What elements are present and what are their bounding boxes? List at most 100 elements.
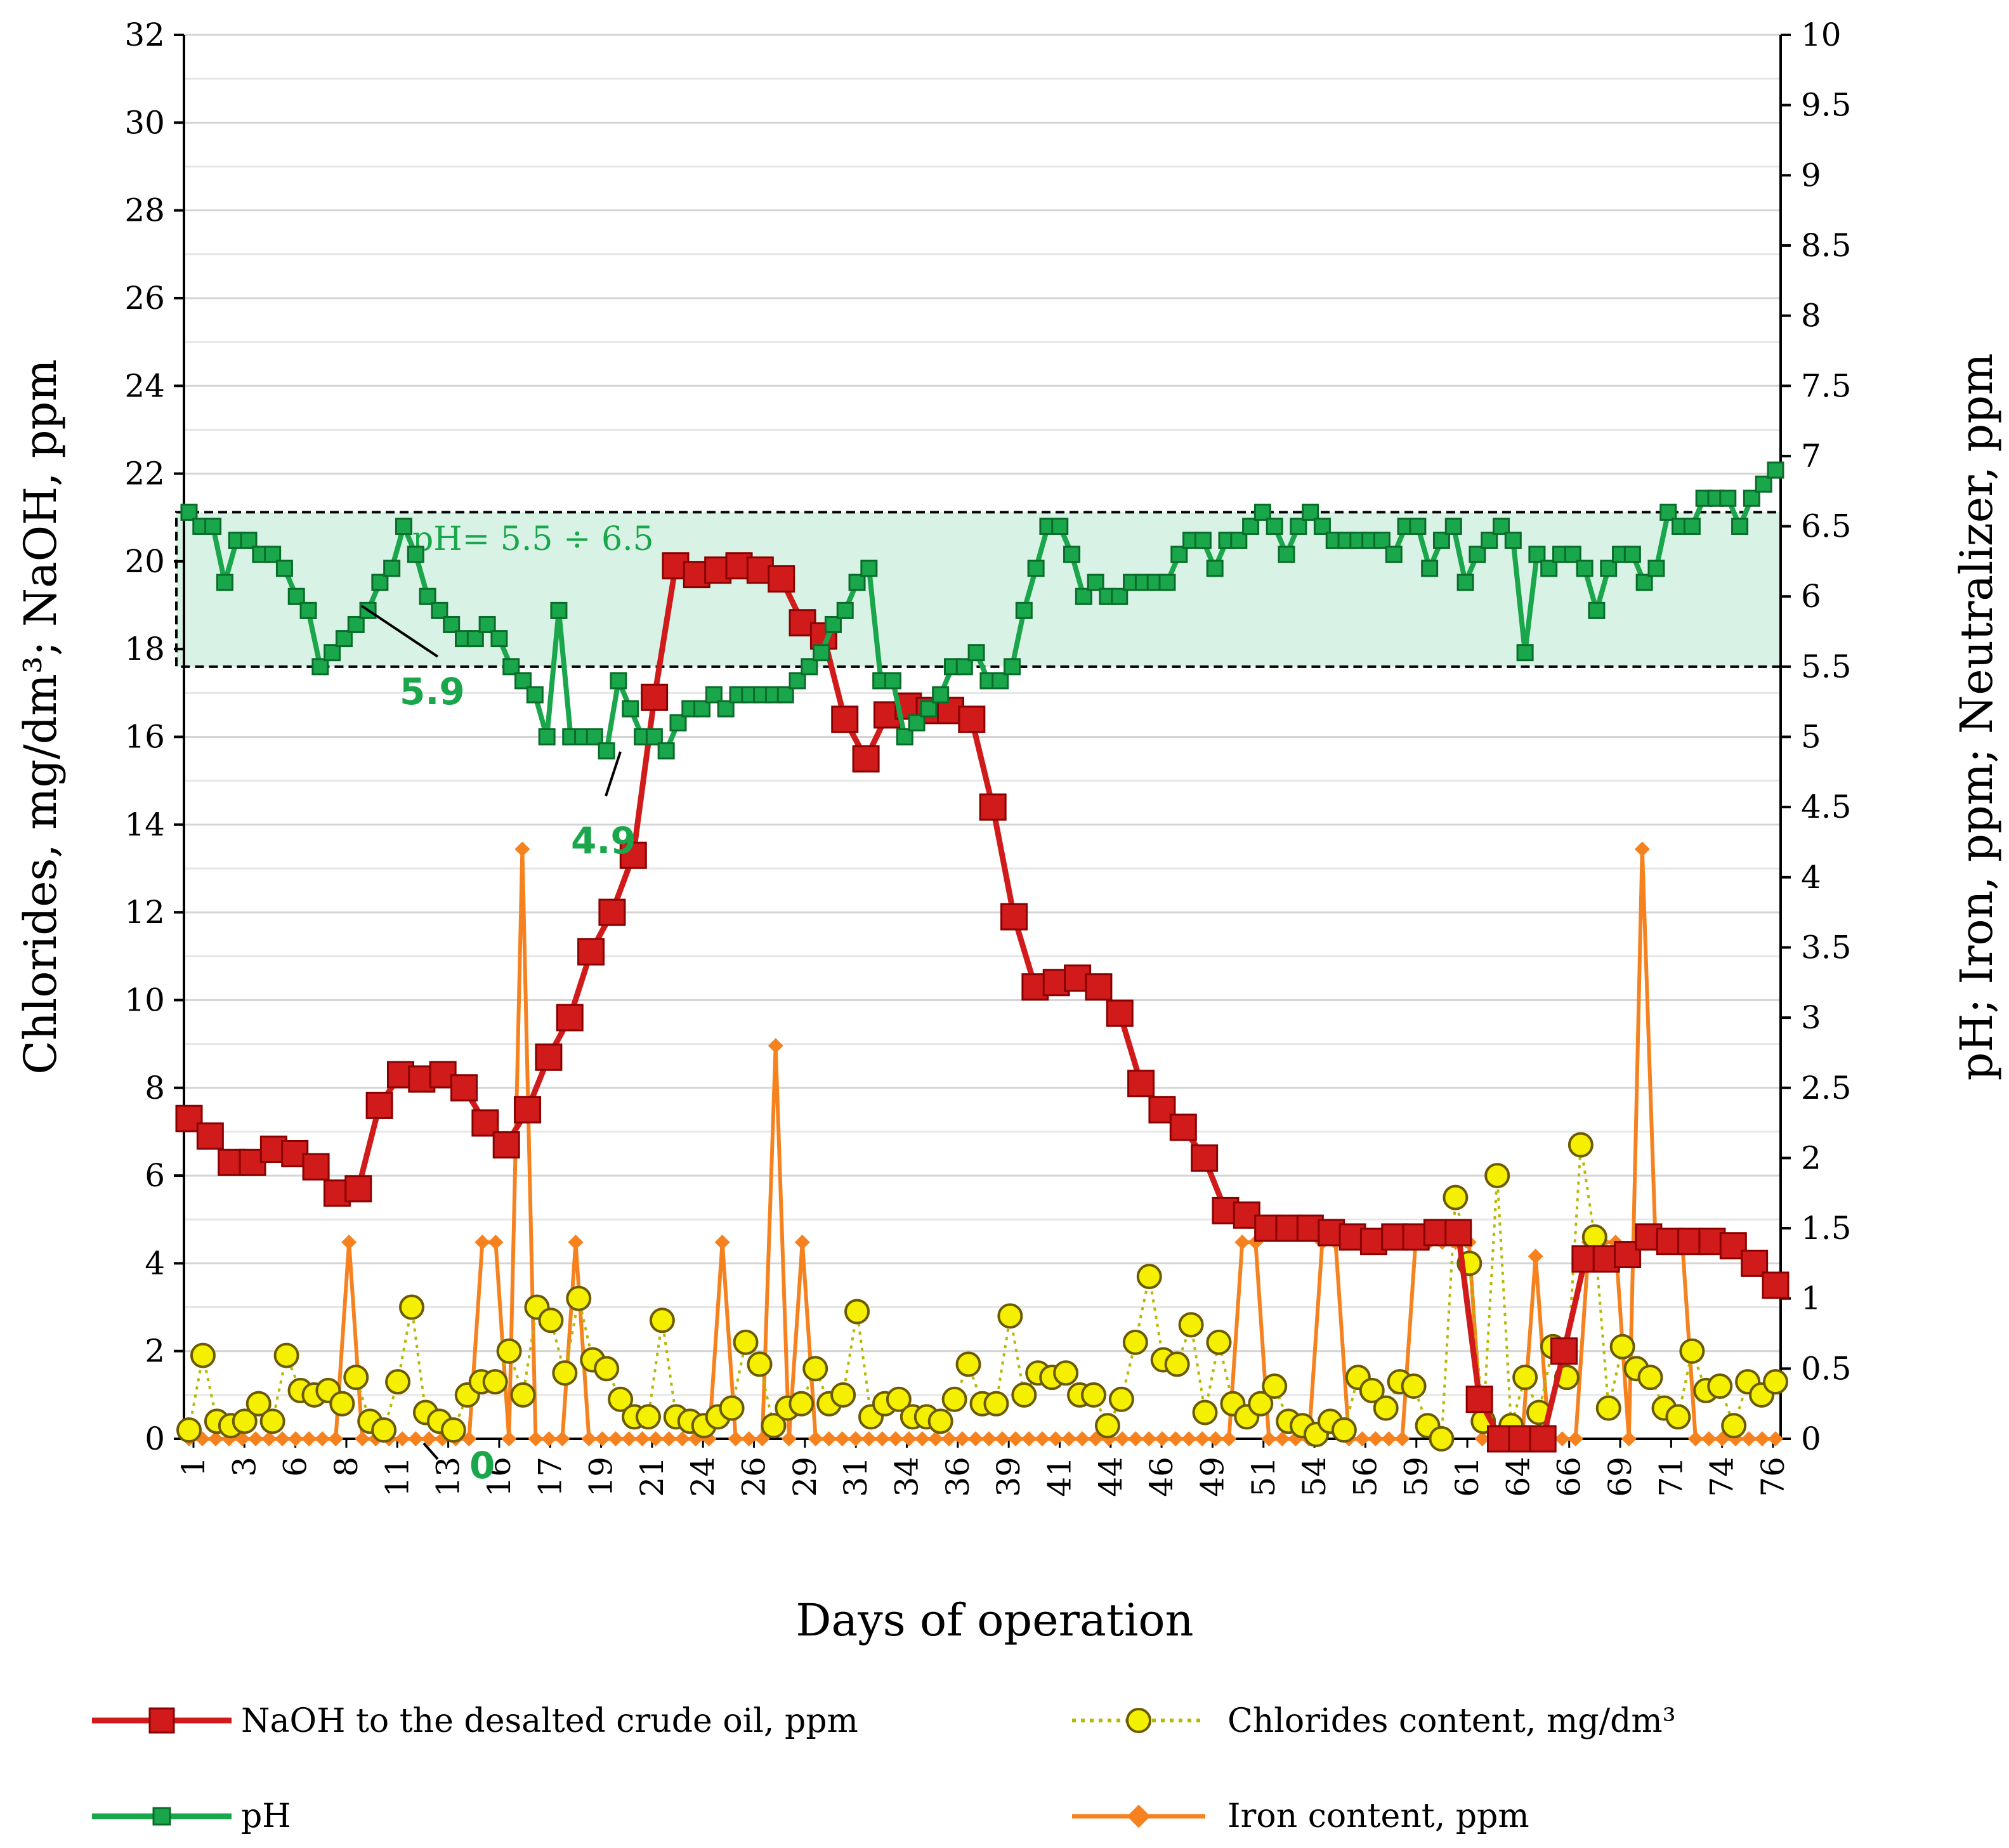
ph-point <box>610 672 627 690</box>
iron-point <box>594 1431 610 1446</box>
y-axis-left-title: Chlorides, mg/dm³; NaOH, ppm <box>15 359 67 1074</box>
iron-point <box>1234 1235 1250 1250</box>
chlorides-point <box>176 1417 202 1443</box>
ph-point <box>836 601 854 619</box>
ph-point <box>275 560 293 577</box>
ph-point <box>1075 587 1092 605</box>
chlorides-point <box>1262 1373 1288 1399</box>
y-left-tick-label: 26 <box>124 280 165 317</box>
ph-point <box>1206 560 1224 577</box>
y-right-tick-label: 1.5 <box>1801 1210 1852 1247</box>
iron-point <box>1128 1431 1144 1446</box>
naoh-point <box>1085 973 1113 1001</box>
ph-point <box>1516 644 1534 662</box>
ph-point <box>311 658 329 676</box>
chlorides-point <box>983 1391 1009 1417</box>
x-tick-label: 19 <box>583 1457 620 1497</box>
chlorides-point <box>1359 1377 1385 1403</box>
ph-point <box>347 615 365 633</box>
ph-point <box>1421 560 1439 577</box>
y-left-tick-label: 22 <box>124 455 165 492</box>
iron-point <box>1634 841 1650 857</box>
naoh-point <box>641 683 669 711</box>
ph-point <box>1528 546 1546 563</box>
y-right-tick-label: 2 <box>1801 1139 1821 1176</box>
chlorides-point <box>496 1338 522 1364</box>
ph-point <box>645 728 663 745</box>
ph-point <box>991 672 1009 690</box>
ph-point <box>1504 532 1522 549</box>
chlorides-point <box>552 1360 578 1386</box>
x-tick-label: 76 <box>1755 1457 1791 1497</box>
y-left-tick-label: 2 <box>145 1333 165 1370</box>
ph-point <box>1027 560 1045 577</box>
ph-point <box>1290 518 1307 535</box>
ph-point <box>180 503 198 521</box>
iron-point <box>1354 1431 1370 1446</box>
annotation-leader-4-9 <box>605 751 622 797</box>
x-tick-label: 13 <box>430 1457 467 1497</box>
iron-point <box>261 1431 277 1446</box>
iron-point <box>967 1431 983 1446</box>
chlorides-point <box>1331 1417 1357 1443</box>
iron-point <box>608 1431 624 1446</box>
x-tick-label: 29 <box>787 1457 823 1497</box>
ph-point <box>395 518 412 535</box>
ph-point <box>824 615 842 633</box>
y-right-tick-label: 6 <box>1801 578 1821 615</box>
ph-point <box>1743 489 1760 507</box>
ph-point <box>1564 546 1581 563</box>
chlorides-point <box>733 1329 759 1355</box>
ph-point <box>538 728 556 745</box>
chlorides-point <box>273 1342 299 1368</box>
iron-point <box>1141 1431 1157 1446</box>
ph-point <box>1242 518 1260 535</box>
legend-label-chlorides: Chlorides content, mg/dm³ <box>1227 1702 1676 1740</box>
ph-point <box>1015 601 1033 619</box>
chlorides-point <box>1053 1360 1079 1386</box>
x-tick-label: 24 <box>684 1457 721 1497</box>
chlorides-point <box>830 1382 856 1408</box>
ph-point <box>622 700 639 718</box>
x-tick-label: 6 <box>277 1457 314 1477</box>
ph-point <box>1230 532 1248 549</box>
iron-point <box>821 1431 837 1446</box>
iron-point <box>808 1431 823 1446</box>
ph-point <box>383 560 401 577</box>
y-right-tick-label: 10 <box>1801 16 1842 53</box>
iron-point <box>1155 1431 1170 1446</box>
chlorides-point <box>1443 1184 1469 1210</box>
chlorides-point <box>1609 1334 1635 1360</box>
ph-point <box>431 601 448 619</box>
iron-point <box>288 1431 304 1446</box>
chlorides-point <box>482 1369 508 1395</box>
x-tick-label: 8 <box>328 1457 365 1477</box>
chlorides-point <box>329 1391 355 1417</box>
chlorides-point <box>1373 1395 1399 1421</box>
y-left-tick-label: 0 <box>145 1420 165 1457</box>
iron-point <box>768 1038 783 1054</box>
chlorides-point <box>1665 1404 1691 1430</box>
iron-point <box>887 1431 903 1446</box>
x-tick-label: 61 <box>1449 1457 1486 1497</box>
iron-point <box>941 1431 957 1446</box>
ph-point <box>1456 573 1474 591</box>
ph-point <box>1469 546 1486 563</box>
chlorides-point <box>789 1391 815 1417</box>
ph-point <box>264 546 282 563</box>
chlorides-point <box>1484 1163 1510 1189</box>
chlorides-point <box>1567 1132 1593 1158</box>
ph-point <box>860 560 878 577</box>
iron-point <box>847 1431 863 1446</box>
ph-point <box>1170 546 1188 563</box>
ph-point <box>490 630 508 648</box>
ph-point <box>371 573 389 591</box>
x-axis-ticks: 1 3 6 8 11 13 16 17 19 21 24 26 29 31 34 36 39 41 44 46 49 51… <box>175 1439 1791 1497</box>
naoh-point <box>746 556 774 584</box>
chlorides-point <box>844 1299 870 1325</box>
chlorides-point <box>1707 1373 1733 1399</box>
chlorides-point <box>802 1356 828 1382</box>
chlorides-point <box>1595 1395 1621 1421</box>
naoh-point <box>1550 1337 1578 1365</box>
naoh-point <box>852 745 880 773</box>
